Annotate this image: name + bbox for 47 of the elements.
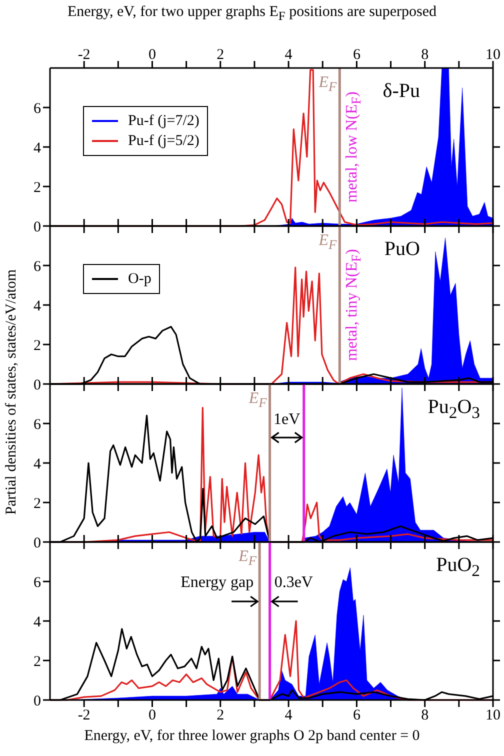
y-tick-label: 4: [34, 456, 42, 472]
y-tick-label: 6: [34, 416, 42, 433]
x2-tick-label: 8: [421, 47, 429, 63]
annotation: Energy gap: [180, 574, 254, 592]
annotation: 1eV: [274, 410, 300, 428]
x2-axis-title: Energy, eV, for two upper graphs E$_{F}$ positions are superposed: [67, 4, 437, 23]
x-tick-label: 8: [421, 708, 429, 724]
x-tick-label: 0: [148, 708, 156, 724]
ref-line-label: E$_{F}$: [318, 74, 337, 94]
x-tick-label: 10: [486, 708, 500, 724]
legend-label: Pu-f (j=5/2): [128, 132, 200, 151]
y-tick-label: 2: [34, 338, 41, 354]
x-tick-label: 6: [352, 708, 361, 724]
y-tick-label: 2: [34, 180, 41, 196]
x2-tick-label: 6: [352, 47, 361, 63]
y-tick-label: 4: [34, 614, 42, 630]
ref-line-label: E$_{F}$: [238, 548, 257, 568]
x-tick-label: 4: [284, 708, 293, 724]
legend-label: Pu-f (j=7/2): [128, 112, 200, 131]
text: Pu$_{2}$O$_{3}$: [428, 396, 480, 422]
x2-tick-label: -2: [78, 47, 90, 63]
y-tick-label: 6: [34, 258, 42, 275]
annotation: 0.3eV: [274, 574, 313, 592]
y-tick-label: 6: [34, 574, 42, 591]
x2-tick-label: 4: [284, 47, 293, 63]
text: δ-Pu: [382, 80, 420, 102]
y-tick-label: 0: [34, 377, 41, 394]
y-tick-label: 0: [34, 219, 41, 236]
ref-line-label: E$_{F}$: [248, 390, 267, 410]
text: PuO$_{2}$: [436, 554, 480, 580]
y-tick-label: 2: [34, 496, 41, 512]
y-tick-label: 0: [34, 693, 41, 710]
x2-tick-label: 0: [148, 47, 156, 63]
x-tick-label: -2: [78, 708, 90, 724]
y-tick-label: 6: [34, 100, 42, 117]
y-tick-label: 2: [34, 654, 41, 670]
y-tick-label: 4: [34, 298, 42, 314]
x2-tick-label: 2: [216, 47, 224, 63]
x-tick-label: 2: [216, 708, 224, 724]
ref-line-label: E$_{F}$: [318, 232, 337, 252]
y-tick-label: 4: [34, 140, 42, 156]
text: PuO: [384, 238, 420, 260]
y-tick-label: 0: [34, 535, 41, 552]
x-axis-title: Energy, eV, for three lower graphs O 2p band center = 0: [84, 728, 420, 744]
legend-label: O-p: [128, 270, 152, 289]
y-axis-title: Partial densities of states, states/eV/atom: [4, 269, 20, 515]
x2-tick-label: 10: [486, 47, 500, 63]
